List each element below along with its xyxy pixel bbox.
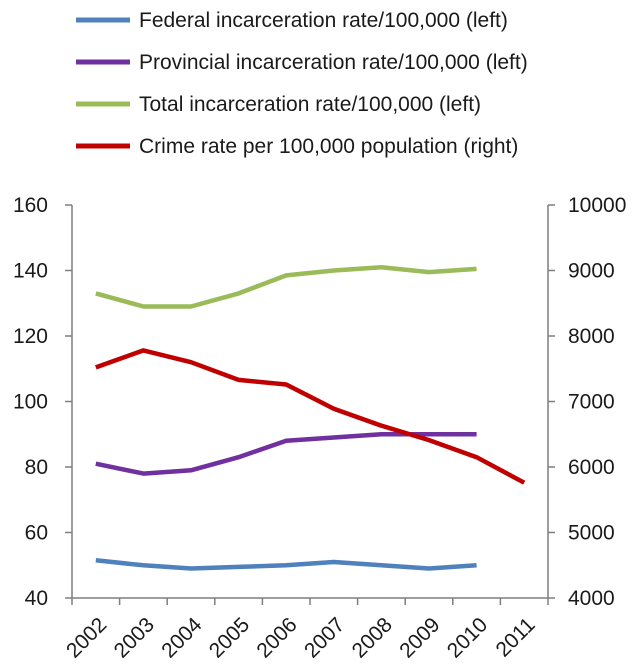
left-tick-label: 40 — [25, 587, 48, 610]
right-tick-label: 4000 — [568, 587, 615, 610]
series-line-0 — [95, 558, 477, 571]
x-tick-label: 2011 — [492, 613, 540, 661]
right-tick-label: 5000 — [568, 522, 615, 545]
right-tick-label: 9000 — [568, 260, 615, 283]
x-tick-label: 2005 — [205, 613, 254, 662]
legend: Federal incarceration rate/100,000 (left… — [76, 9, 528, 158]
right-tick-label: 8000 — [568, 325, 615, 348]
x-tick-label: 2010 — [443, 613, 492, 662]
left-tick-label: 160 — [13, 194, 48, 217]
x-tick-label: 2008 — [348, 613, 397, 662]
left-tick-label: 100 — [13, 391, 48, 414]
right-tick-label: 10000 — [568, 194, 626, 217]
left-tick-label: 60 — [25, 522, 48, 545]
right-tick-label: 6000 — [568, 456, 615, 479]
legend-label: Total incarceration rate/100,000 (left) — [139, 93, 481, 116]
series-line-1 — [95, 432, 477, 476]
x-tick-label: 2006 — [252, 613, 301, 662]
series-line-2 — [95, 264, 477, 309]
series-lines — [95, 264, 526, 571]
legend-label: Federal incarceration rate/100,000 (left… — [139, 9, 508, 32]
legend-label: Crime rate per 100,000 population (right… — [139, 135, 518, 158]
x-tick-label: 2002 — [62, 613, 111, 662]
x-tick-label: 2003 — [110, 613, 159, 662]
x-tick-label: 2007 — [300, 613, 349, 662]
left-tick-label: 80 — [25, 456, 48, 479]
x-tick-label: 2009 — [395, 613, 444, 662]
left-tick-label: 120 — [13, 325, 48, 348]
series-line-3 — [95, 348, 526, 485]
legend-label: Provincial incarceration rate/100,000 (l… — [139, 51, 528, 74]
right-y-axis: 4000 5000 6000 7000 8000 9000 10000 — [547, 194, 626, 610]
right-tick-label: 7000 — [568, 391, 615, 414]
left-y-axis: 40 60 80 100 120 140 160 — [13, 194, 73, 610]
left-tick-label: 140 — [13, 260, 48, 283]
x-tick-label: 2004 — [157, 613, 207, 663]
